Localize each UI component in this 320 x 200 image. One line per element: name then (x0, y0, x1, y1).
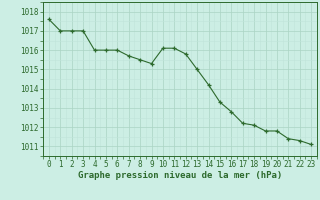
X-axis label: Graphe pression niveau de la mer (hPa): Graphe pression niveau de la mer (hPa) (78, 171, 282, 180)
